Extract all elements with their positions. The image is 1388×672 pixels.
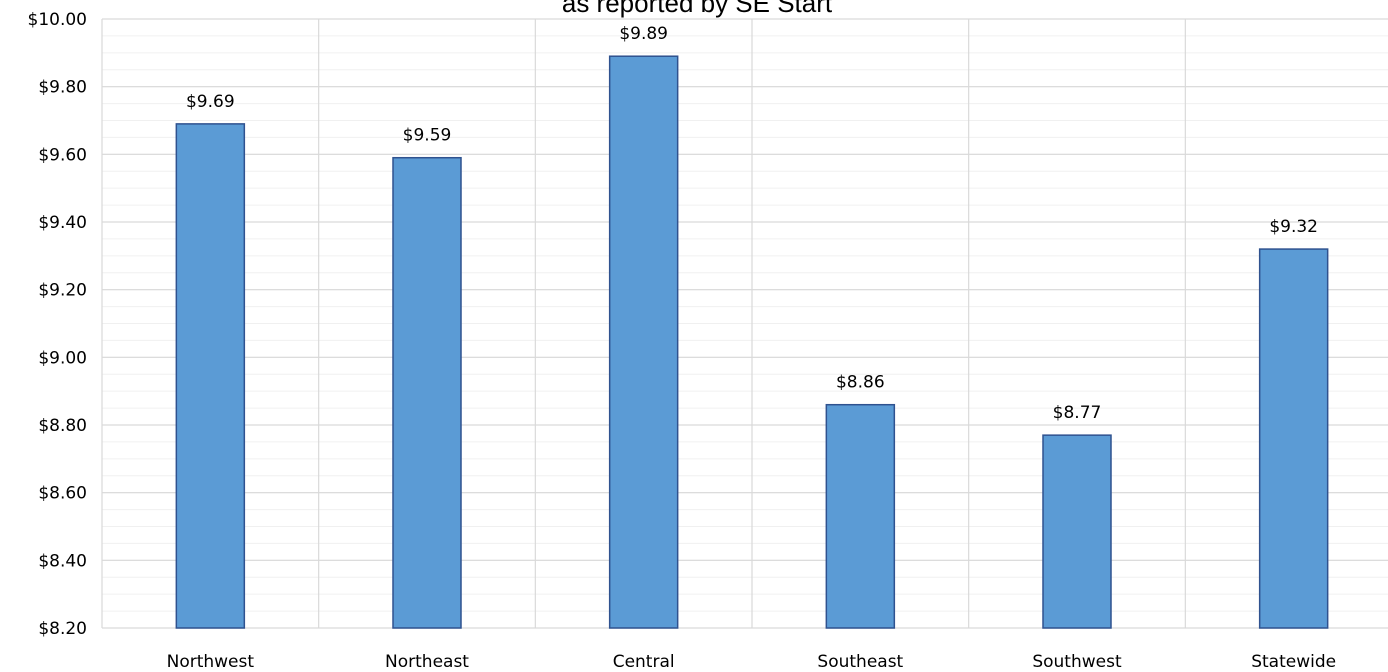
x-axis-category-labels: Northwest Northeast Central Southeast Southw…	[167, 652, 1336, 672]
y-tick-label: $9.20	[38, 281, 87, 301]
minor-gridlines	[102, 18, 1388, 629]
bar-statewide	[1258, 248, 1329, 629]
y-axis-tick-labels: $8.20 $8.40 $8.60 $8.80 $9.00 $9.20 $9.40 $9.60…	[28, 10, 87, 639]
y-tick-label: $9.00	[38, 348, 87, 368]
data-label: $9.89	[619, 24, 668, 44]
data-labels: $9.69 $9.59 $9.89 $8.86 $8.77 $9.32	[186, 24, 1318, 423]
category-dividers	[101, 19, 1186, 628]
x-category-label: Southwest	[1032, 652, 1122, 672]
y-tick-label: $9.80	[38, 78, 87, 98]
bar-central	[608, 55, 679, 629]
y-tick-label: $10.00	[28, 10, 87, 30]
y-tick-label: $8.40	[38, 551, 87, 571]
y-tick-label: $9.60	[38, 145, 87, 165]
y-tick-label: $8.20	[38, 619, 87, 639]
x-category-label: Southeast	[817, 652, 903, 672]
bars	[175, 55, 1329, 629]
chart-title: as reported by SE Start	[562, 0, 833, 18]
x-category-label: Northeast	[385, 652, 469, 672]
bar-northeast	[392, 156, 462, 629]
x-category-label: Northwest	[167, 652, 255, 672]
bar-northwest	[175, 123, 246, 629]
data-label: $8.86	[836, 373, 885, 393]
bar-southeast	[825, 403, 896, 629]
data-label: $8.77	[1053, 403, 1102, 423]
y-tick-label: $8.60	[38, 484, 87, 504]
y-tick-label: $8.80	[38, 416, 87, 436]
x-category-label: Central	[613, 652, 675, 672]
x-category-label: Statewide	[1251, 652, 1336, 672]
data-label: $9.59	[403, 126, 452, 146]
bar-southwest	[1042, 434, 1112, 629]
data-label: $9.69	[186, 92, 235, 112]
data-label: $9.32	[1269, 217, 1318, 237]
y-tick-label: $9.40	[38, 213, 87, 233]
